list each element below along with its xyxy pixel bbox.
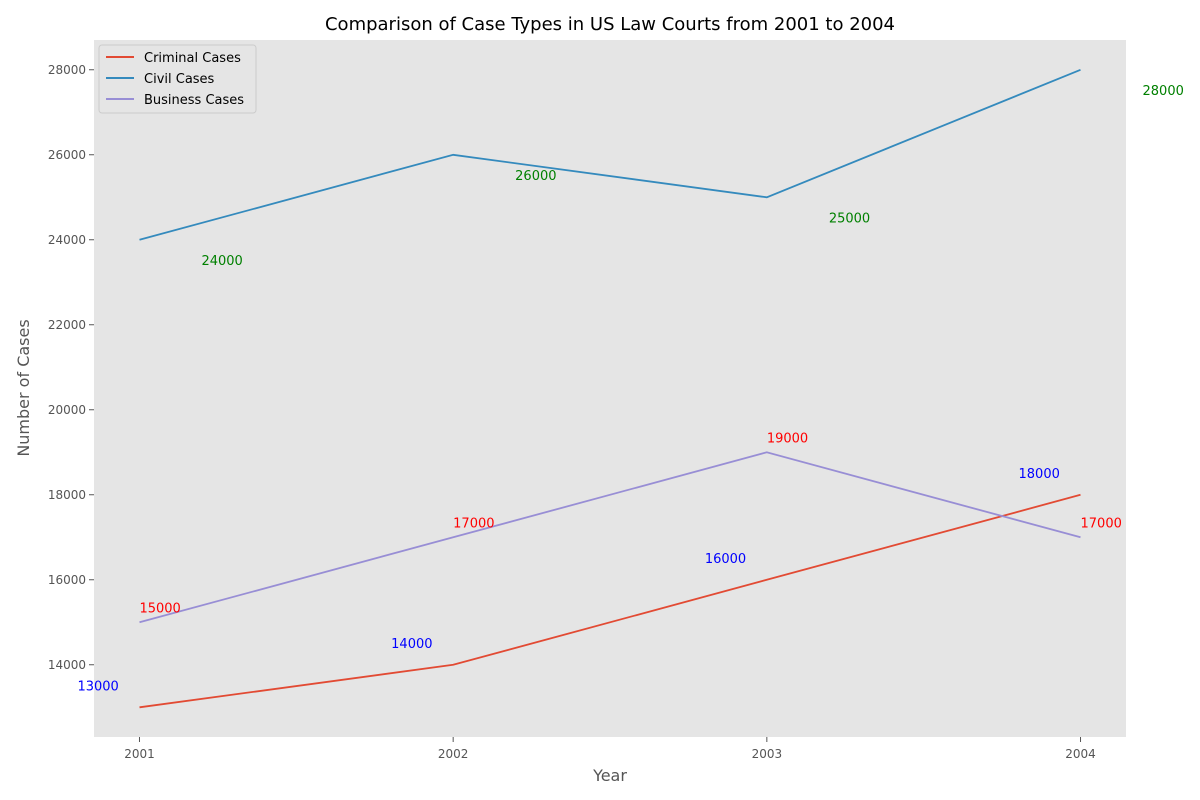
data-label: 19000 <box>767 431 808 446</box>
x-tick-label: 2004 <box>1065 747 1096 761</box>
x-tick-label: 2001 <box>124 747 155 761</box>
data-label: 28000 <box>1143 84 1184 99</box>
legend-box <box>98 44 257 114</box>
data-label: 18000 <box>1019 467 1060 482</box>
series-line-criminal-cases <box>139 493 1081 709</box>
y-tick-label: 24000 <box>48 233 86 247</box>
series-line-business-cases <box>139 451 1081 624</box>
data-label: 25000 <box>829 211 870 226</box>
y-axis-label: Number of Cases <box>14 319 33 456</box>
y-tick-label: 20000 <box>48 403 86 417</box>
data-label: 14000 <box>391 637 432 652</box>
chart-title: Comparison of Case Types in US Law Court… <box>325 14 895 35</box>
x-axis-label: Year <box>592 766 627 785</box>
legend-entry: Criminal Cases <box>144 51 241 66</box>
y-tick-label: 14000 <box>48 658 86 672</box>
legend: Criminal Cases Civil Cases Business Cases <box>98 44 257 114</box>
data-label: 15000 <box>139 601 180 616</box>
x-tick-label: 2002 <box>438 747 469 761</box>
data-label: 13000 <box>77 679 118 694</box>
data-label: 17000 <box>1081 516 1122 531</box>
y-tick-label: 28000 <box>48 63 86 77</box>
series-lines <box>139 68 1081 709</box>
data-label: 26000 <box>515 169 556 184</box>
series-line-civil-cases <box>139 68 1081 241</box>
y-tick-label: 16000 <box>48 573 86 587</box>
data-labels: 15000 17000 19000 17000 24000 26000 25000 28000… <box>77 84 1183 695</box>
data-label: 16000 <box>705 552 746 567</box>
y-tick-label: 18000 <box>48 488 86 502</box>
legend-entry: Business Cases <box>144 93 244 108</box>
data-label: 17000 <box>453 516 494 531</box>
data-label: 24000 <box>201 254 242 269</box>
axis-ticks: 2001 2002 2003 2004 14000 16000 18000 20000 2200… <box>48 63 1096 761</box>
x-tick-label: 2003 <box>752 747 783 761</box>
y-tick-label: 26000 <box>48 148 86 162</box>
plot-area <box>94 40 1126 737</box>
y-tick-label: 22000 <box>48 318 86 332</box>
legend-entry: Civil Cases <box>144 72 215 87</box>
